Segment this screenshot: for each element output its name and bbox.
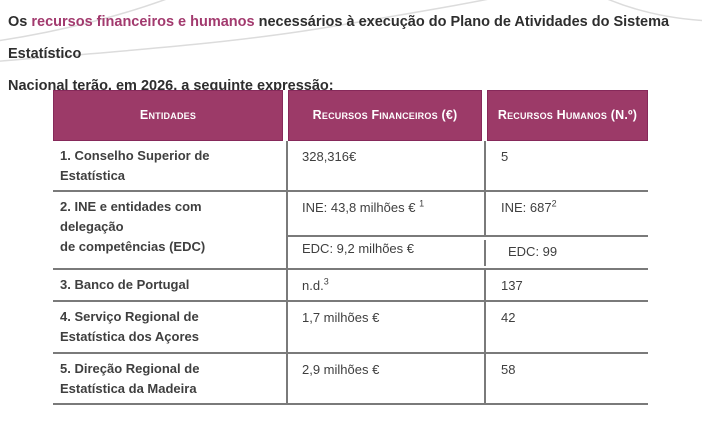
- footnote-ref-1: 1: [419, 198, 425, 209]
- table-body: 1. Conselho Superior de Estatística 328,…: [53, 141, 648, 405]
- entity-line: 1. Conselho Superior de: [60, 148, 210, 163]
- entity-line: Estatística da Madeira: [60, 381, 197, 396]
- table-row-conselho-superior: 1. Conselho Superior de Estatística 328,…: [53, 141, 648, 192]
- table-row-ine-edc: 2. INE e entidades com delegação de comp…: [53, 192, 648, 270]
- entity-line: delegação: [60, 219, 124, 234]
- entity-line: Estatística dos Açores: [60, 329, 199, 344]
- human-cell: 137: [484, 270, 648, 300]
- edc-subrow: EDC: 9,2 milhões € EDC: 99: [286, 237, 648, 268]
- human-cell: 5: [484, 141, 648, 190]
- financial-cell-edc: EDC: 9,2 milhões €: [286, 237, 484, 268]
- header-entities: Entidades: [53, 90, 283, 141]
- entity-line: Estatística: [60, 168, 126, 183]
- table-row-servico-acores: 4. Serviço Regional de Estatística dos A…: [53, 302, 648, 354]
- intro-paragraph: Os recursos financeiros e humanos necess…: [8, 6, 696, 102]
- entity-cell: 3. Banco de Portugal: [53, 270, 286, 300]
- ine-edc-subrows: INE: 43,8 milhões € 1 INE: 6872 EDC: 9,2…: [286, 192, 648, 268]
- entity-cell: 2. INE e entidades com delegação de comp…: [53, 192, 286, 268]
- entity-cell: 4. Serviço Regional de Estatística dos A…: [53, 302, 286, 352]
- human-ine-text: INE: 687: [501, 200, 552, 215]
- financial-cell: 2,9 milhões €: [286, 354, 484, 403]
- table-header-row: Entidades Recursos Financeiros (€) Recur…: [53, 90, 648, 141]
- financial-cell-ine: INE: 43,8 milhões € 1: [286, 192, 484, 235]
- entity-cell: 1. Conselho Superior de Estatística: [53, 141, 286, 190]
- resources-table: Entidades Recursos Financeiros (€) Recur…: [53, 90, 648, 405]
- financial-ine-text: INE: 43,8 milhões €: [302, 200, 420, 215]
- human-cell: 58: [484, 354, 648, 403]
- header-human-resources: Recursos Humanos (N.º): [487, 90, 648, 141]
- human-cell-ine: INE: 6872: [484, 192, 648, 235]
- human-cell-edc: EDC: 99: [484, 239, 648, 266]
- background-swoosh-decoration: [0, 0, 702, 62]
- entity-line: 5. Direção Regional de: [60, 361, 200, 376]
- entity-line: 3. Banco de Portugal: [60, 277, 190, 292]
- financial-cell: n.d.3: [286, 270, 484, 300]
- table-row-banco-portugal: 3. Banco de Portugal n.d.3 137: [53, 270, 648, 302]
- intro-prefix: Os: [8, 14, 32, 30]
- intro-line-1: Os recursos financeiros e humanos necess…: [8, 6, 696, 70]
- human-cell: 42: [484, 302, 648, 352]
- header-financial-resources: Recursos Financeiros (€): [288, 90, 482, 141]
- entity-line: 2. INE e entidades com: [60, 199, 202, 214]
- financial-cell: 328,316€: [286, 141, 484, 190]
- ine-subrow: INE: 43,8 milhões € 1 INE: 6872: [286, 192, 648, 237]
- intro-highlight: recursos financeiros e humanos: [31, 14, 255, 30]
- footnote-ref-3: 3: [323, 276, 329, 287]
- footnote-ref-2: 2: [551, 198, 557, 209]
- financial-nd-text: n.d.: [302, 278, 324, 293]
- entity-line: 4. Serviço Regional de: [60, 309, 199, 324]
- intro-rest: necessários à execução do Plano de Ativi…: [8, 14, 670, 62]
- entity-cell: 5. Direção Regional de Estatística da Ma…: [53, 354, 286, 403]
- entity-line: de competências (EDC): [60, 239, 206, 254]
- table-row-direcao-madeira: 5. Direção Regional de Estatística da Ma…: [53, 354, 648, 403]
- financial-cell: 1,7 milhões €: [286, 302, 484, 352]
